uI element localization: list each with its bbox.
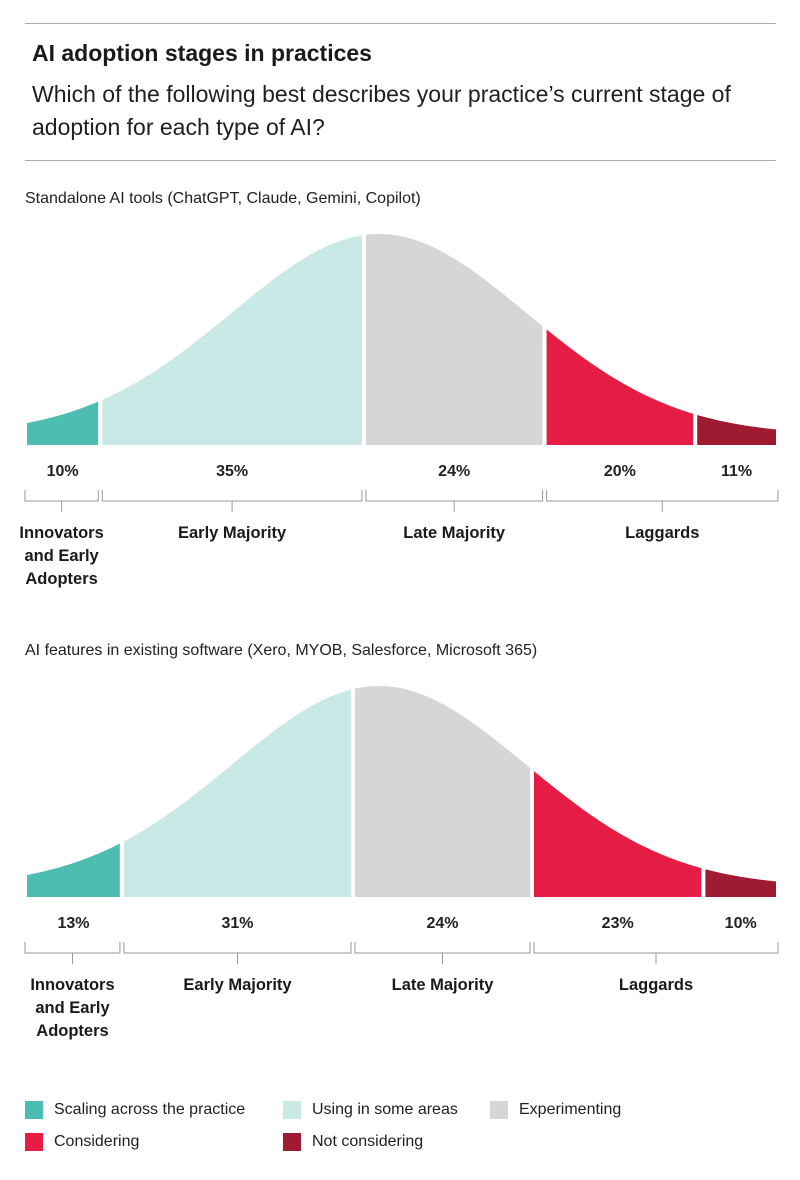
segment-not-considering (701, 863, 780, 901)
legend-label: Scaling across the practice (54, 1101, 246, 1118)
segment-experimenting (351, 682, 534, 901)
legend-swatch-not-considering (283, 1133, 301, 1151)
legend-swatch-experimenting (490, 1101, 508, 1119)
survey-question: Which of the following best describes yo… (32, 81, 731, 140)
legend-label: Using in some areas (312, 1101, 458, 1118)
legend-label: Considering (54, 1133, 140, 1150)
stage-bracket (24, 942, 121, 964)
stage-label: Early Majority (183, 976, 292, 994)
chart-title: AI adoption stages in practices (32, 40, 372, 66)
segment-experimenting (361, 230, 547, 449)
legend-swatch-scaling (25, 1101, 43, 1119)
legend-item-using: Using in some areas (283, 1101, 458, 1119)
legend-item-not-considering: Not considering (283, 1133, 423, 1151)
value-label-experimenting: 24% (438, 463, 470, 480)
stage-label: Laggards (619, 976, 693, 994)
stage-label: Innovators and Early Adopters (19, 524, 103, 588)
stage-bracket (365, 490, 544, 512)
value-label-using: 31% (221, 915, 253, 932)
segment-using (119, 684, 355, 901)
legend-item-experimenting: Experimenting (490, 1101, 621, 1119)
stage-bracket (546, 490, 779, 512)
chart-ai-features-existing-software: 13% 31% 24% 23% 10% Innovators and Early Adopte… (23, 682, 780, 1040)
segment-scaling (23, 395, 103, 449)
chart-2-title: AI features in existing software (Xero, … (25, 642, 538, 659)
value-label-using: 35% (216, 463, 248, 480)
stage-bracket (533, 942, 779, 964)
legend-label: Not considering (312, 1133, 424, 1150)
stage-label: Late Majority (403, 524, 506, 542)
segment-using (98, 230, 366, 449)
value-label-considering: 20% (604, 463, 636, 480)
legend-item-considering: Considering (25, 1133, 139, 1151)
stage-label: Early Majority (178, 524, 287, 542)
top-rule (25, 23, 776, 24)
value-label-experimenting: 24% (426, 915, 458, 932)
legend-label: Experimenting (519, 1101, 622, 1118)
stage-label: Innovators and Early Adopters (30, 976, 114, 1040)
chart-1-title: Standalone AI tools (ChatGPT, Claude, Ge… (25, 190, 421, 207)
stage-label: Laggards (625, 524, 699, 542)
legend-item-scaling: Scaling across the practice (25, 1101, 245, 1119)
value-label-not-considering: 10% (725, 915, 757, 932)
stage-bracket (101, 490, 363, 512)
chart-standalone-ai-tools: 10% 35% 24% 20% 11% Innovators and Early Adopte… (19, 230, 780, 588)
stage-label: Late Majority (392, 976, 495, 994)
value-label-not-considering: 11% (721, 463, 752, 480)
legend-swatch-considering (25, 1133, 43, 1151)
stage-bracket (24, 490, 99, 512)
value-label-scaling: 10% (47, 463, 79, 480)
segment-considering (530, 762, 706, 901)
segment-scaling (23, 836, 124, 901)
header-rule (25, 160, 776, 161)
segment-not-considering (693, 409, 780, 449)
legend-swatch-using (283, 1101, 301, 1119)
stage-bracket (354, 942, 531, 964)
value-label-considering: 23% (602, 915, 634, 932)
value-label-scaling: 13% (57, 915, 89, 932)
stage-bracket (123, 942, 352, 964)
segment-considering (542, 321, 698, 449)
